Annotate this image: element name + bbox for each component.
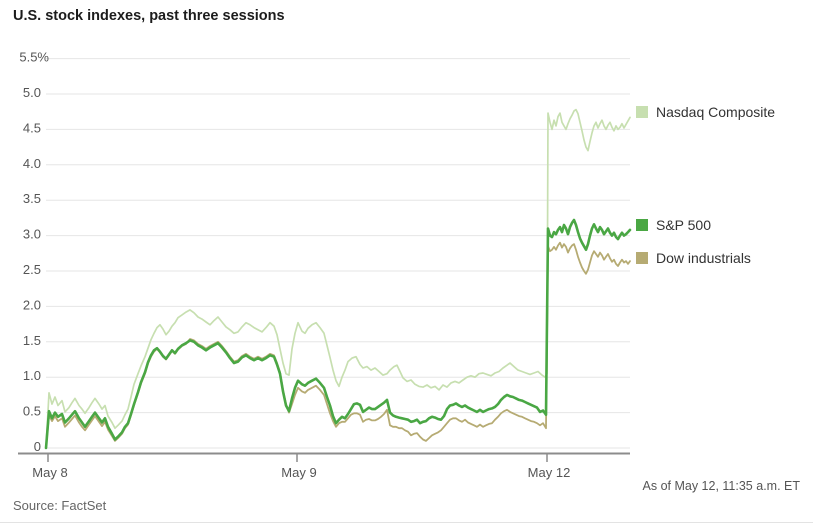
- svg-text:0.5: 0.5: [23, 404, 41, 419]
- source-note: Source: FactSet: [13, 498, 107, 513]
- svg-text:May 8: May 8: [32, 465, 67, 480]
- svg-text:2.5: 2.5: [23, 262, 41, 277]
- svg-text:3.5: 3.5: [23, 191, 41, 206]
- legend-item-dow: Dow industrials: [636, 250, 751, 266]
- chart-title: U.S. stock indexes, past three sessions: [13, 8, 285, 24]
- dow-swatch-icon: [636, 252, 648, 264]
- legend-label-sp500: S&P 500: [656, 217, 712, 233]
- nasdaq-swatch-icon: [636, 106, 648, 118]
- legend-label-dow: Dow industrials: [656, 250, 751, 266]
- legend-label-nasdaq: Nasdaq Composite: [656, 104, 776, 120]
- legend-item-sp500: S&P 500: [636, 217, 711, 233]
- asof-note: As of May 12, 11:35 a.m. ET: [642, 479, 800, 493]
- svg-text:May 12: May 12: [528, 465, 571, 480]
- svg-text:2.0: 2.0: [23, 297, 41, 312]
- svg-text:1.0: 1.0: [23, 368, 41, 383]
- svg-text:4.5: 4.5: [23, 120, 41, 135]
- svg-text:3.0: 3.0: [23, 227, 41, 242]
- svg-text:5.0: 5.0: [23, 85, 41, 100]
- svg-text:5.5%: 5.5%: [19, 50, 49, 65]
- svg-text:1.5: 1.5: [23, 333, 41, 348]
- svg-text:May 9: May 9: [281, 465, 316, 480]
- svg-text:0: 0: [34, 439, 41, 454]
- sp500-swatch-icon: [636, 219, 648, 231]
- svg-text:4.0: 4.0: [23, 156, 41, 171]
- legend-item-nasdaq: Nasdaq Composite: [636, 104, 775, 120]
